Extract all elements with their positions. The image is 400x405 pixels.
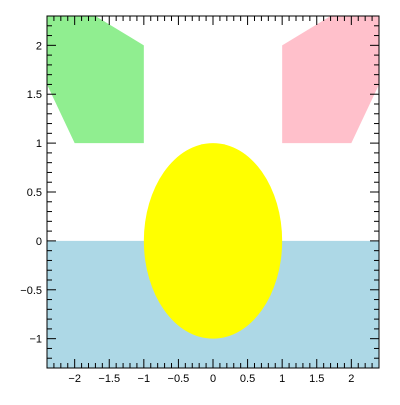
y-tick-label: 1 [36,138,42,150]
y-tick-label: 1.5 [27,89,42,101]
left-polygon [47,16,144,144]
y-tick-label: 2 [36,40,42,52]
x-tick-label: −2 [68,373,81,385]
x-tick-label: −1.5 [98,373,120,385]
shapes-layer [47,16,379,368]
x-tick-label: 1 [279,373,285,385]
x-tick-label: 0 [210,373,216,385]
y-tick-label: −0.5 [20,285,42,297]
y-tick-label: 0.5 [27,187,42,199]
x-tick-label: 2 [348,373,354,385]
y-tick-label: −1 [29,334,42,346]
center-ellipse [143,143,283,339]
right-polygon [282,16,379,144]
x-tick-label: 0.5 [240,373,255,385]
y-tick-label: 0 [36,236,42,248]
axes-layer: −2 −1.5 −1 −0.5 0 0.5 1 1.5 2 −1 −0.5 0 0.5 1 1.5 2 [20,15,380,385]
x-tick-label: −0.5 [168,373,190,385]
x-tick-label: 1.5 [309,373,324,385]
x-tick-label: −1 [138,373,151,385]
